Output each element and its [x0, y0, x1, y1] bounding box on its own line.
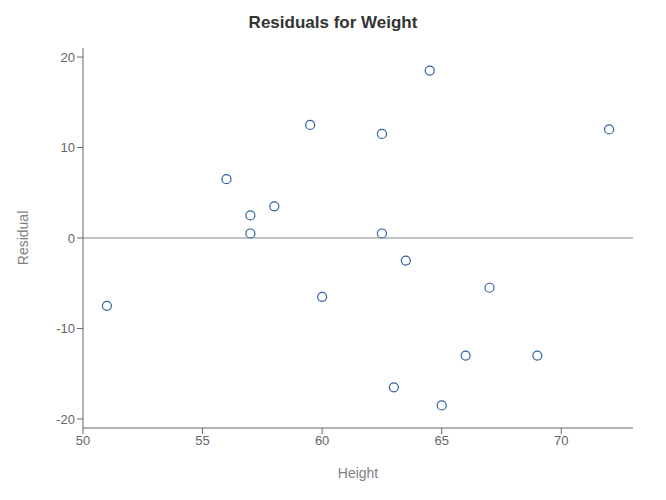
- svg-text:10: 10: [61, 140, 75, 155]
- svg-text:-10: -10: [56, 321, 75, 336]
- svg-text:70: 70: [554, 433, 568, 448]
- svg-text:Residual: Residual: [15, 211, 31, 265]
- svg-text:50: 50: [76, 433, 90, 448]
- svg-text:20: 20: [61, 50, 75, 65]
- svg-text:65: 65: [434, 433, 448, 448]
- svg-text:Height: Height: [338, 465, 379, 481]
- html-text:Residuals for Weight: Residuals for Weight: [248, 13, 418, 32]
- svg-text:60: 60: [315, 433, 329, 448]
- svg-text:0: 0: [68, 231, 75, 246]
- svg-text:-20: -20: [56, 412, 75, 427]
- svg-text:55: 55: [195, 433, 209, 448]
